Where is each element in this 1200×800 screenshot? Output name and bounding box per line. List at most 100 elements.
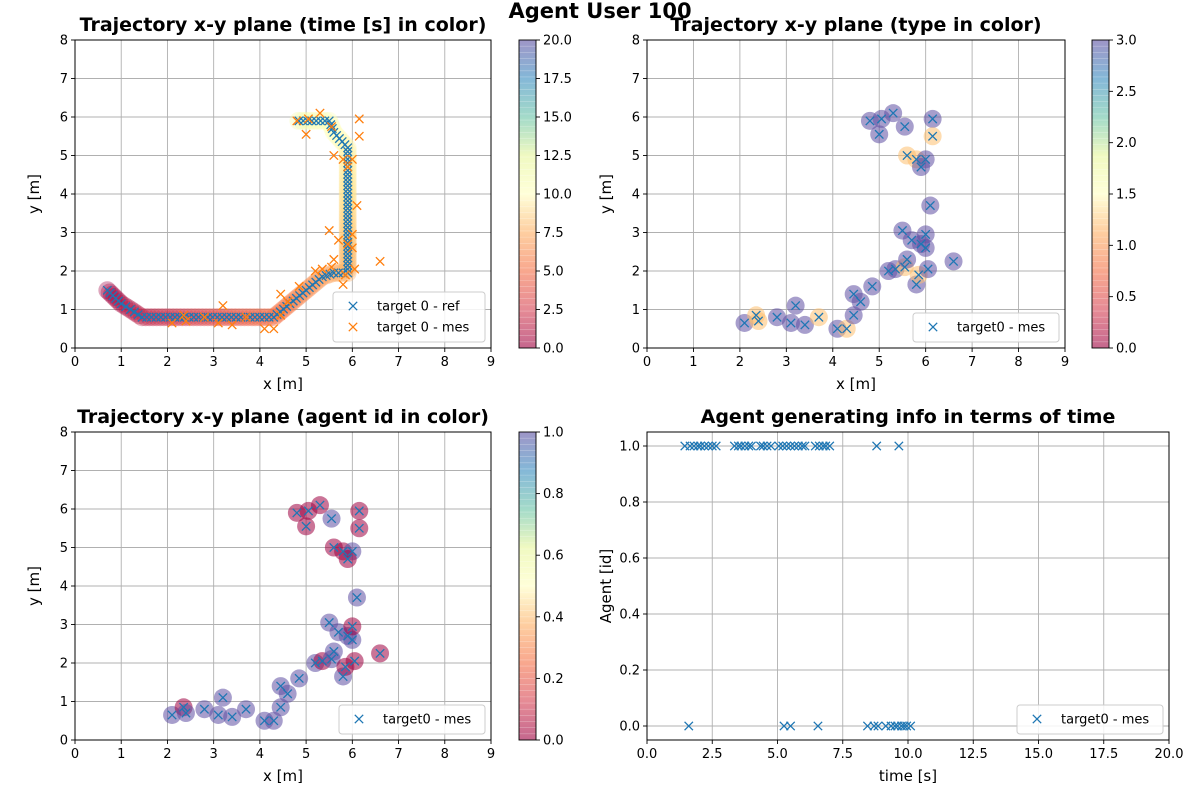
chart-agent: 0 1 2 3 4 5 6 7 8 9 0 1 2 3 4 5 6 7 8 Trajectory x-y plane … [25,406,564,785]
ref-point [343,226,353,236]
measurement-point [900,262,910,272]
colorbar-tick-label: 3.0 [1116,34,1137,49]
x-tick-label: 3 [210,355,218,370]
ref-point [333,268,344,278]
measurement-point [927,114,938,124]
x-tick-label: 4 [829,355,837,370]
measurement-point [310,266,321,276]
ref-point [343,165,353,176]
measurement-point [832,324,843,334]
x-tick-label: 4 [256,747,264,762]
agent-time-point [789,441,800,451]
y-tick-label: 1.0 [619,440,640,455]
ref-point [343,181,353,191]
x-tick-label: 6 [922,355,930,370]
x-tick-label: 0.0 [637,747,658,762]
colorbar-tick-label: 17.5 [543,72,572,87]
ref-point [343,177,353,187]
measurement-point [800,320,810,330]
measurement-point [329,254,339,265]
trajectory-marker [191,308,210,327]
y-tick-label: 5 [60,541,68,556]
plot-frame [74,431,492,741]
y-tick-label: 8 [632,34,640,49]
measurement-point [347,621,357,632]
trajectory-marker [338,236,357,255]
trajectory-marker [209,308,228,327]
trajectory-marker [338,181,357,200]
measurement-point [178,310,189,320]
x-tick-label: 0 [643,355,651,370]
trajectory-marker [338,254,357,273]
y-tick-label: 7 [60,464,68,479]
measurement-point [354,114,364,124]
measurement-point [218,300,228,311]
trajectory-marker [304,111,323,130]
agent-time-point [711,441,721,451]
measurement-point [324,225,334,236]
x-tick-label: 3 [782,355,790,370]
ref-point [343,203,353,214]
measurement-point [902,254,912,265]
measurement-point [303,114,314,124]
x-tick-label: 20.0 [1155,747,1184,762]
measurement-point [897,225,908,236]
measurement-point [855,297,866,307]
measurement-point [867,281,877,292]
plot-frame [74,39,492,349]
colorbar-tick-label: 1.0 [543,426,564,441]
x-axis-label: x [m] [263,375,303,393]
legend-marker [928,322,938,332]
x-tick-label: 2 [163,747,171,762]
ref-point [343,158,353,168]
measurement-point [739,318,750,328]
agent-time-point [766,441,776,451]
colorbar-frame [518,431,537,741]
charts-container: 0 1 2 3 4 5 6 7 8 9 0 1 2 3 4 5 6 7 8 Trajectory x-y plane … [25,14,1183,785]
agent-time-point [758,441,768,451]
ref-point [343,207,353,217]
agent-time-point [736,441,746,451]
ref-point [121,301,131,312]
ref-point [343,196,353,206]
agent-time-point [695,441,706,451]
measurement-point [916,162,926,172]
colorbar-gradient [1092,40,1109,348]
y-tick-label: 6 [60,111,68,126]
y-axis-label: y [m] [25,566,43,606]
legend-marker [1032,714,1042,724]
legend-marker [348,301,358,311]
x-tick-label: 1 [117,355,125,370]
colorbar-tick-label: 1.0 [1116,239,1137,254]
ref-point [343,184,353,195]
agent-time-point [892,721,903,731]
agent-time-point [814,441,824,451]
colorbar-tick-label: 0.0 [543,734,564,749]
legend-box [338,704,486,735]
colorbar: 0.0 0.5 1.0 1.5 2.0 2.5 3.0 [1091,34,1137,357]
measurement-point [772,312,782,322]
y-tick-label: 4 [60,580,68,595]
measurement-point [343,554,353,564]
measurement-point [178,702,189,712]
y-tick-label: 4 [60,188,68,203]
measurement-point [317,264,327,274]
measurement-point [199,312,210,322]
y-tick-label: 1 [60,695,68,710]
measurement-point [352,592,362,603]
measurement-point [241,704,251,714]
measurement-point [338,279,348,290]
agent-time-point [729,441,740,451]
trajectory-marker [338,205,357,224]
x-tick-label: 7 [394,747,402,762]
x-tick-label: 15.0 [1024,747,1053,762]
measurement-point [347,229,357,240]
colorbar-tick-label: 15.0 [543,111,572,126]
colorbar-gradient [519,432,536,740]
agent-time-point [785,721,796,731]
legend-label: target0 - mes [957,321,1045,336]
measurement-point [349,264,360,274]
y-tick-label: 0.8 [619,496,640,511]
agent-time-point [684,721,694,731]
colorbar-gradient [519,40,536,348]
